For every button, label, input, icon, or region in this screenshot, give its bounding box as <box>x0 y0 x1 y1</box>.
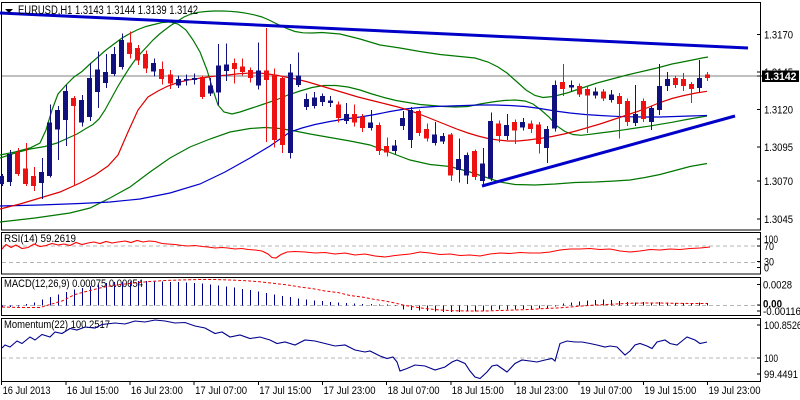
svg-text:EURUSD,H1 1.3143 1.3144 1.313: EURUSD,H1 1.3143 1.3144 1.3139 1.3142 <box>18 5 198 17</box>
svg-text:17 Jul 23:00: 17 Jul 23:00 <box>324 385 376 397</box>
svg-text:16 Jul 15:00: 16 Jul 15:00 <box>67 385 119 397</box>
svg-text:1.3120: 1.3120 <box>764 104 793 116</box>
svg-text:16 Jul 23:00: 16 Jul 23:00 <box>131 385 183 397</box>
svg-text:19 Jul 07:00: 19 Jul 07:00 <box>580 385 632 397</box>
svg-text:MACD(12,26,9) 0.00075 0.00054: MACD(12,26,9) 0.00075 0.00054 <box>4 278 143 290</box>
svg-text:1.3142: 1.3142 <box>765 71 797 83</box>
svg-text:1.3045: 1.3045 <box>764 214 793 226</box>
svg-text:100: 100 <box>764 234 778 246</box>
svg-text:17 Jul 15:00: 17 Jul 15:00 <box>259 385 311 397</box>
svg-text:100: 100 <box>764 353 778 365</box>
svg-text:1.3095: 1.3095 <box>764 142 793 154</box>
svg-text:16 Jul 2013: 16 Jul 2013 <box>3 385 51 397</box>
svg-text:-0.00116: -0.00116 <box>763 306 800 318</box>
svg-text:RSI(14) 59.2619: RSI(14) 59.2619 <box>4 233 76 245</box>
svg-text:18 Jul 23:00: 18 Jul 23:00 <box>516 385 568 397</box>
svg-text:18 Jul 15:00: 18 Jul 15:00 <box>452 385 504 397</box>
svg-text:19 Jul 15:00: 19 Jul 15:00 <box>644 385 696 397</box>
svg-text:1.3170: 1.3170 <box>764 30 793 42</box>
svg-text:18 Jul 07:00: 18 Jul 07:00 <box>388 385 440 397</box>
svg-text:99.4491: 99.4491 <box>764 369 798 381</box>
svg-text:30: 30 <box>764 257 774 269</box>
svg-text:100.8526: 100.8526 <box>764 320 800 332</box>
svg-text:0.00: 0.00 <box>763 299 782 311</box>
svg-text:19 Jul 23:00: 19 Jul 23:00 <box>709 385 761 397</box>
svg-text:Momentum(22) 100.2517: Momentum(22) 100.2517 <box>4 319 110 331</box>
svg-text:1.3070: 1.3070 <box>764 176 793 188</box>
svg-text:17 Jul 07:00: 17 Jul 07:00 <box>195 385 247 397</box>
svg-text:0: 0 <box>764 263 769 275</box>
svg-text:0.0028: 0.0028 <box>763 280 792 292</box>
svg-text:70: 70 <box>764 241 774 253</box>
